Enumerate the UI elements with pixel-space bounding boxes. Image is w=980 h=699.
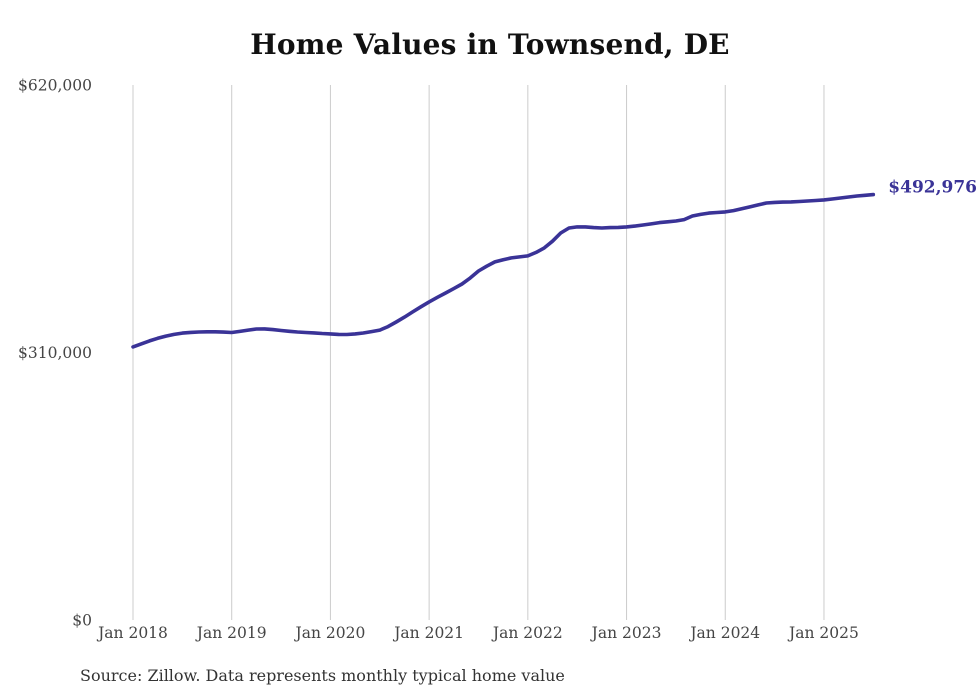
x-tick-label: Jan 2022: [491, 624, 563, 642]
chart-title: Home Values in Townsend, DE: [250, 28, 730, 61]
series-line: [131, 192, 876, 349]
gridlines-group: [132, 85, 825, 620]
y-axis-labels-group: $0 $310,000 $620,000: [18, 77, 92, 630]
x-tick-label: Jan 2021: [392, 624, 464, 642]
x-tick-label: Jan 2019: [195, 624, 267, 642]
end-value-label: $492,976: [888, 178, 977, 198]
x-tick-label: Jan 2025: [787, 624, 859, 642]
x-tick-label: Jan 2023: [590, 624, 662, 642]
x-tick-label: Jan 2018: [96, 624, 168, 642]
x-tick-label: Jan 2020: [294, 624, 366, 642]
x-tick-label: Jan 2024: [688, 624, 760, 642]
y-tick-label: $620,000: [18, 77, 92, 95]
y-tick-label: $310,000: [18, 344, 92, 362]
source-note: Source: Zillow. Data represents monthly …: [80, 666, 565, 685]
y-tick-label: $0: [72, 612, 92, 630]
x-axis-labels-group: Jan 2018 Jan 2019 Jan 2020 Jan 2021 Jan 2022…: [96, 624, 859, 642]
